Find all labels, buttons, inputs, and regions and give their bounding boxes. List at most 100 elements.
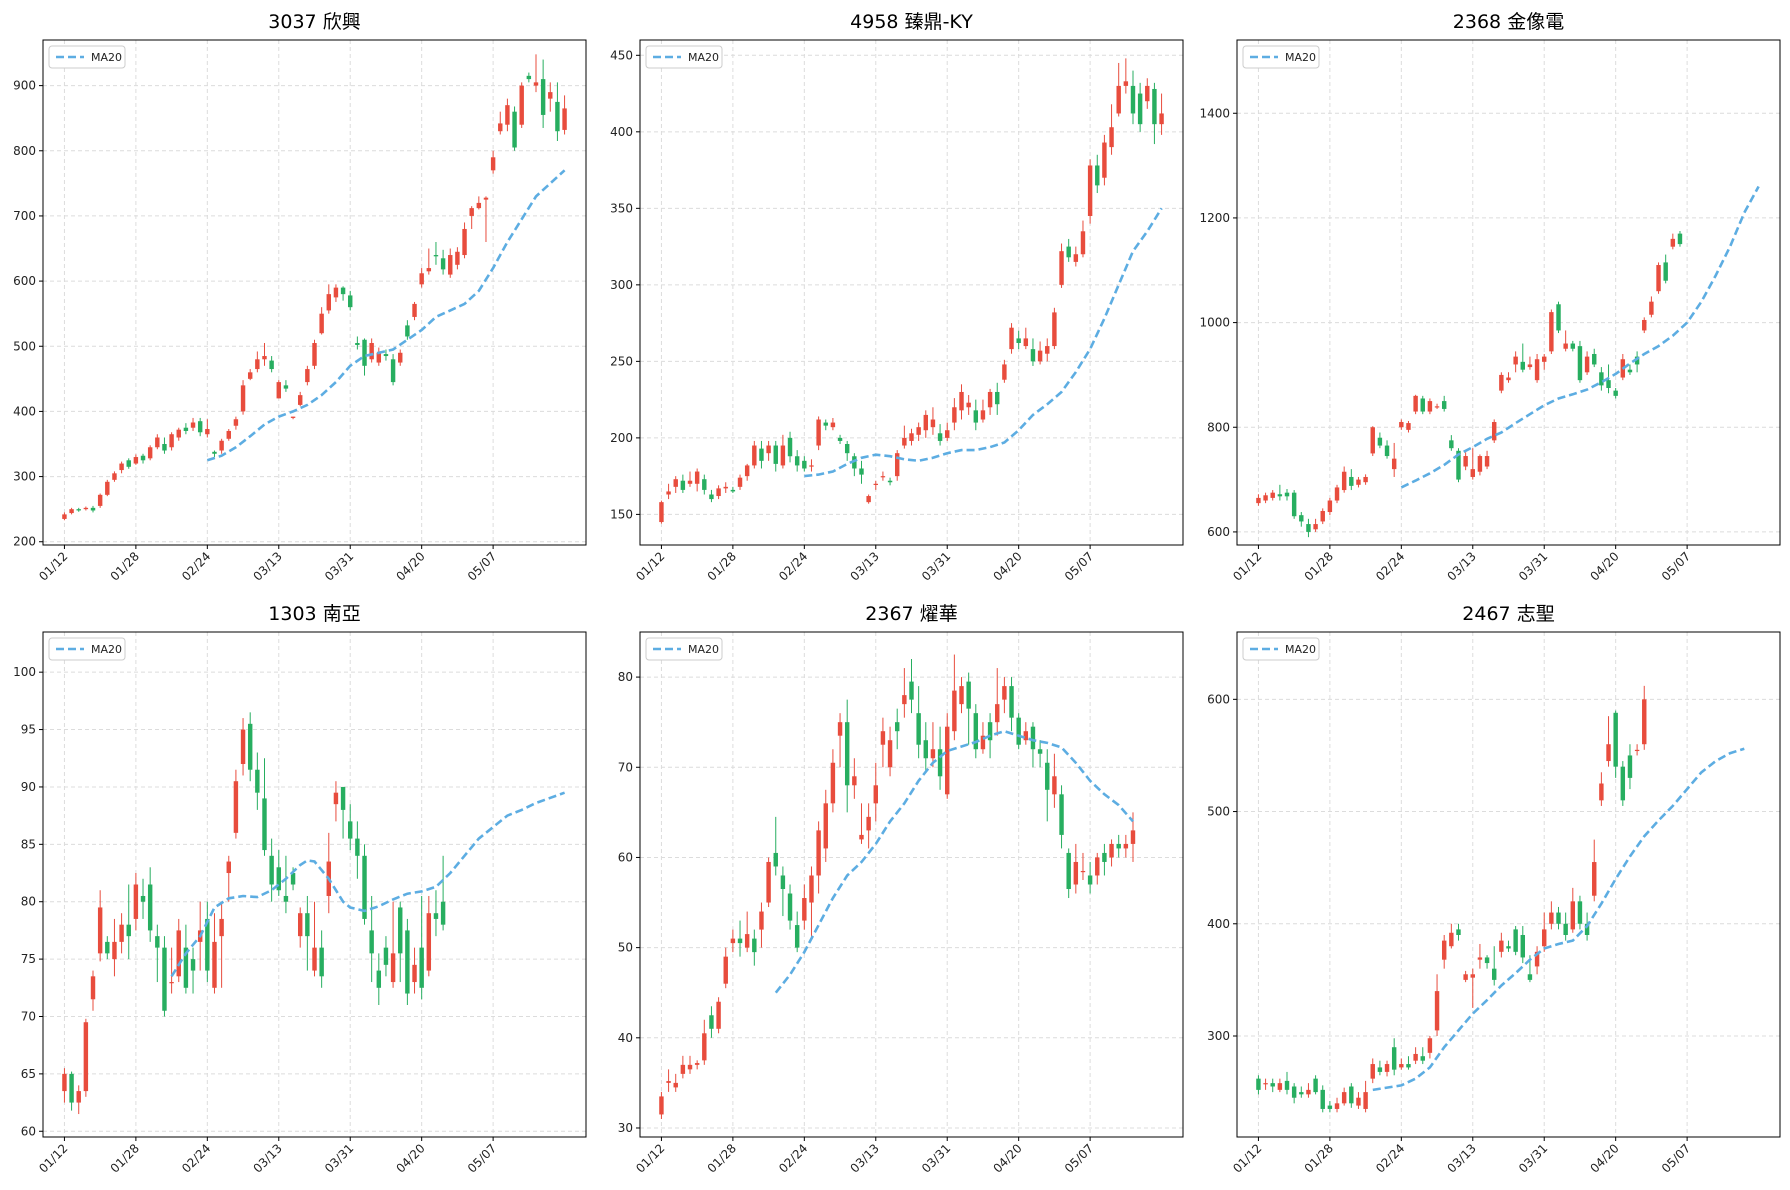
x-tick-label: 04/20 xyxy=(393,549,427,583)
candle-body xyxy=(1116,843,1121,849)
candle-body xyxy=(894,722,900,732)
candle-body xyxy=(147,884,153,931)
candle-body xyxy=(995,704,1000,723)
candle-body xyxy=(140,455,146,461)
candle-body xyxy=(1320,1089,1325,1109)
legend-label: MA20 xyxy=(91,643,122,656)
candle-body xyxy=(1066,852,1071,890)
candle-body xyxy=(1299,1092,1304,1095)
candle-body xyxy=(1370,1064,1375,1079)
candle-body xyxy=(283,385,289,389)
candle-body xyxy=(1291,492,1297,517)
candle-body xyxy=(1456,450,1461,480)
chart-title: 1303 南亞 xyxy=(268,603,360,625)
candle-body xyxy=(219,440,224,451)
legend: MA20 xyxy=(645,637,723,661)
candle-body xyxy=(687,1064,693,1070)
candle-body xyxy=(1087,165,1093,216)
candle-body xyxy=(866,816,871,831)
chart-title: 2367 燿華 xyxy=(865,603,957,625)
x-tick-label: 01/28 xyxy=(1302,549,1336,583)
candle-body xyxy=(902,437,907,446)
candle-body xyxy=(1037,749,1043,754)
y-tick-label: 1000 xyxy=(1199,316,1230,330)
candle-body xyxy=(362,855,367,919)
candle-body xyxy=(440,901,446,925)
candle-body xyxy=(205,429,210,435)
candle-body xyxy=(1356,1097,1361,1106)
x-tick-label: 01/12 xyxy=(1230,1141,1264,1175)
candle-body xyxy=(1102,852,1107,862)
candle-body xyxy=(1570,343,1576,349)
candle-body xyxy=(1620,766,1626,801)
x-tick-label: 04/20 xyxy=(393,1141,427,1175)
candle-body xyxy=(773,852,778,867)
candle-body xyxy=(112,941,117,960)
candle-body xyxy=(1363,476,1368,483)
y-tick-label: 800 xyxy=(1207,420,1230,434)
candle-body xyxy=(333,792,339,805)
candle-body xyxy=(1441,940,1447,960)
y-tick-label: 80 xyxy=(21,895,36,909)
legend-box xyxy=(48,45,126,69)
candle-body xyxy=(730,938,736,944)
x-tick-label: 03/31 xyxy=(1516,1141,1550,1175)
candle-body xyxy=(1670,238,1676,247)
axes-frame xyxy=(639,631,1184,1138)
y-tick-label: 95 xyxy=(21,723,36,737)
candle-body xyxy=(673,1082,678,1088)
ma20-line xyxy=(804,207,1163,478)
candle-body xyxy=(1363,1092,1368,1109)
candle-body xyxy=(455,251,460,265)
candle-body xyxy=(1613,390,1618,396)
candle-body xyxy=(973,713,979,750)
y-tick-label: 600 xyxy=(1207,692,1230,706)
legend: MA20 xyxy=(645,45,723,69)
candle-body xyxy=(694,1063,700,1065)
candle-body xyxy=(1634,749,1640,752)
candle-body xyxy=(212,451,217,454)
candle-body xyxy=(1073,861,1079,885)
candle-body xyxy=(830,422,836,428)
ma20-line xyxy=(1372,747,1745,1092)
candle-body xyxy=(247,723,253,770)
x-tick-label: 05/07 xyxy=(1659,1141,1693,1175)
candle-body xyxy=(866,496,871,503)
candle-body xyxy=(880,731,886,745)
ma20-line xyxy=(170,791,566,977)
candle-body xyxy=(269,360,274,370)
chart-title: 2467 志聖 xyxy=(1462,603,1554,625)
y-tick-label: 300 xyxy=(1207,1029,1230,1043)
candle-body xyxy=(1016,717,1021,745)
candle-body xyxy=(802,460,807,469)
candle-body xyxy=(702,1033,707,1061)
candle-body xyxy=(737,938,743,944)
candle-body xyxy=(319,313,324,334)
candle-body xyxy=(752,938,757,953)
candle-body xyxy=(426,913,432,971)
candle-body xyxy=(1420,398,1425,412)
axes-frame xyxy=(639,39,1184,546)
candle-body xyxy=(62,1073,67,1092)
candle-body xyxy=(980,410,986,420)
candle-body xyxy=(1406,1064,1411,1068)
candle-body xyxy=(716,1001,721,1029)
candle-body xyxy=(1470,974,1475,978)
candle-body xyxy=(873,483,878,485)
candle-body xyxy=(959,686,964,705)
candle-body xyxy=(1377,1067,1383,1072)
candle-body xyxy=(1109,127,1114,148)
candle-body xyxy=(1477,456,1483,472)
candle-body xyxy=(348,295,353,308)
x-tick-label: 05/07 xyxy=(465,549,499,583)
candle-body xyxy=(1023,338,1029,347)
candle-body xyxy=(97,494,103,506)
candle-body xyxy=(490,157,496,171)
x-tick-label: 04/20 xyxy=(990,549,1024,583)
x-tick-label: 04/20 xyxy=(1587,1141,1621,1175)
candle-body xyxy=(348,821,353,839)
candle-body xyxy=(809,465,814,467)
candle-body xyxy=(162,947,167,1011)
candle-body xyxy=(340,287,346,295)
candle-body xyxy=(837,722,843,736)
